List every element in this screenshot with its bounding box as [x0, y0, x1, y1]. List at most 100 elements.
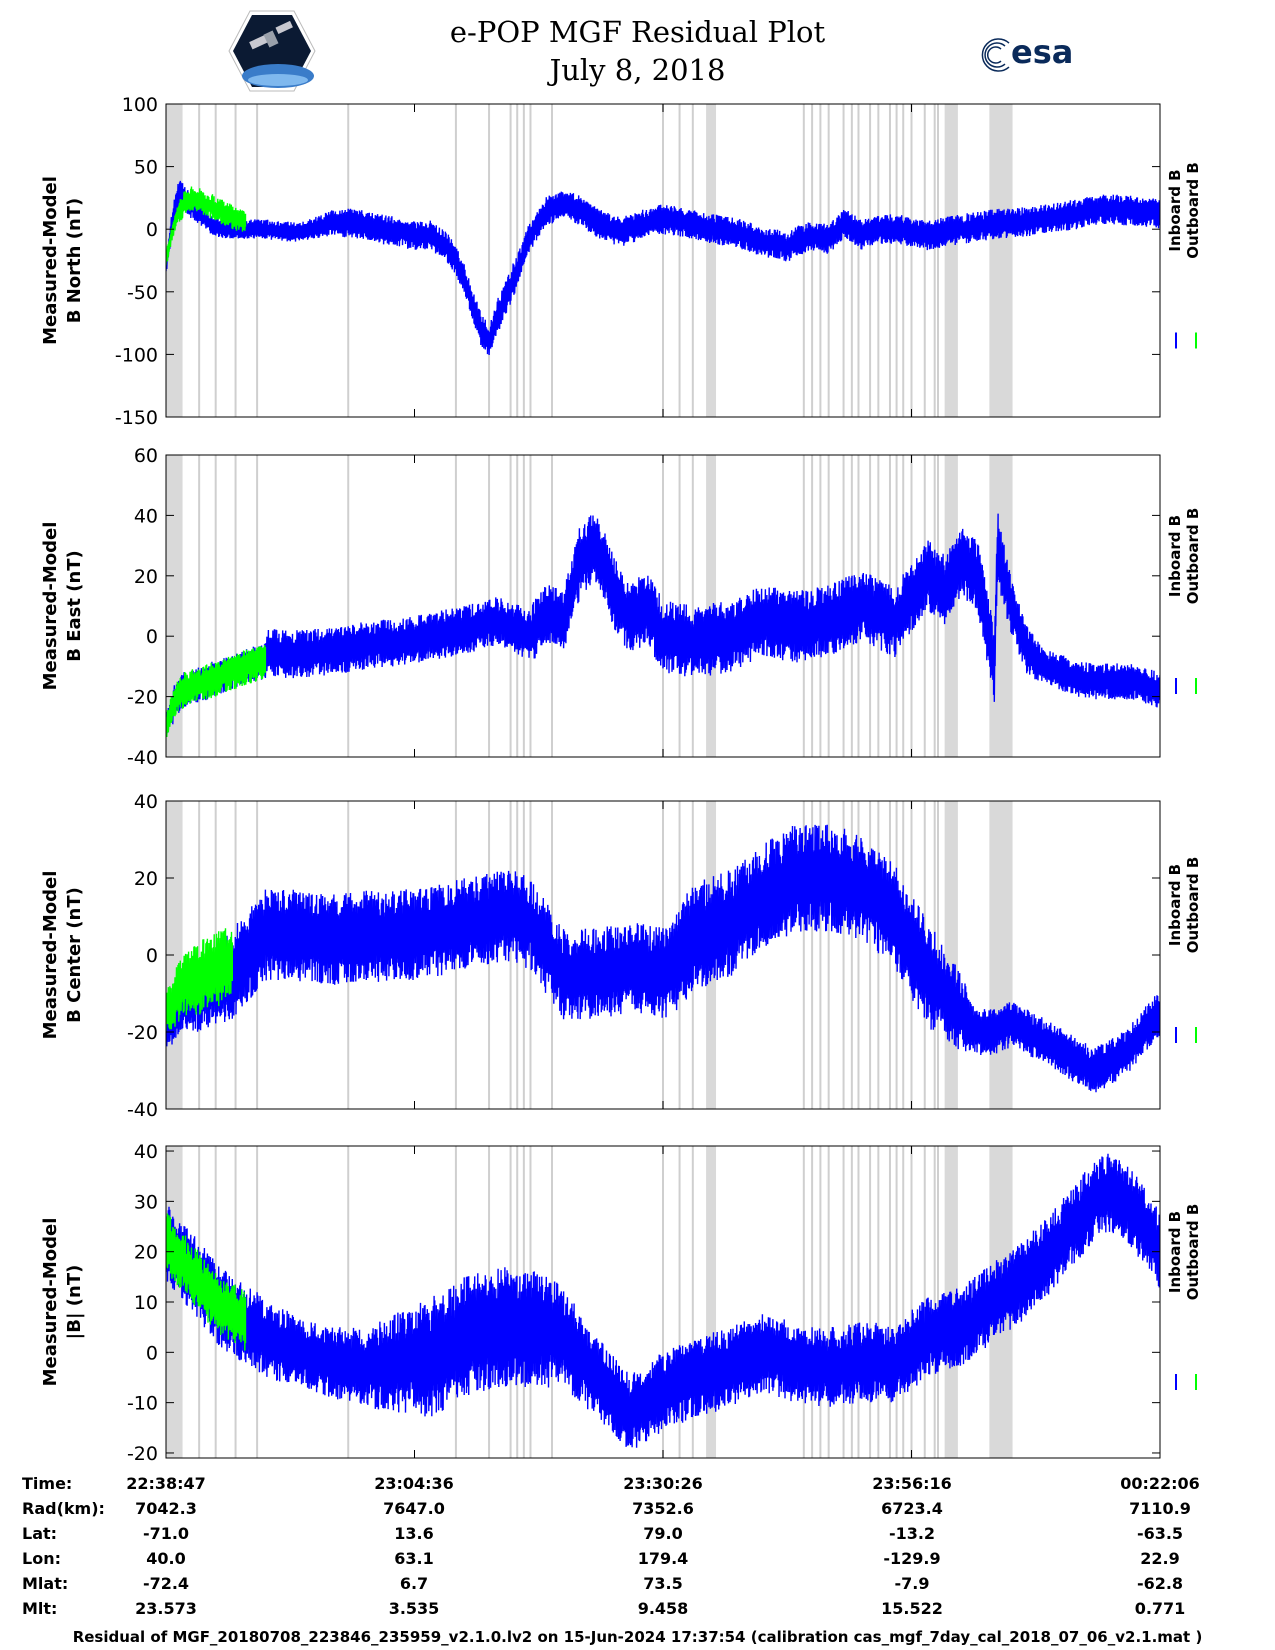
series-inboard-trace	[166, 180, 1160, 356]
data-gap-shade	[944, 801, 958, 1109]
table-cell: -129.9	[883, 1549, 941, 1568]
panel-2: -40 -20 0 20 40 60 Measured-Model B East (nT) In…	[40, 445, 1202, 769]
table-cell: 23:56:16	[872, 1474, 952, 1493]
y-tick-label: -20	[127, 1443, 158, 1465]
data-gap-shade	[706, 455, 717, 757]
data-gap-shade	[989, 801, 1013, 1109]
table-cell: 63.1	[394, 1549, 434, 1568]
legend: Inboard BOutboard B	[1166, 162, 1202, 259]
series-outboard-trace	[166, 928, 233, 1031]
esa-logo: esa	[975, 33, 1073, 79]
y-tick-label: 0	[146, 1342, 158, 1364]
y-axis-label: Measured-Model B North (nT)	[40, 176, 85, 345]
y-tick-label: -10	[127, 1393, 158, 1415]
data-gap-shade	[706, 1146, 717, 1458]
y-tick-label: 20	[134, 1242, 158, 1264]
y-axis-label: Measured-Model B East (nT)	[40, 522, 85, 691]
y-tick-label: -20	[127, 1022, 158, 1044]
table-cell: -7.9	[894, 1574, 930, 1593]
table-row-label: Mlt:	[22, 1599, 58, 1618]
table-cell: 15.522	[881, 1599, 943, 1618]
series-outboard-trace	[166, 1213, 247, 1351]
y-tick-label: 100	[122, 94, 158, 116]
y-tick-label: 20	[134, 868, 158, 890]
legend: Inboard BOutboard B	[1166, 857, 1202, 954]
data-gap-shade	[166, 104, 183, 417]
y-tick-label: 0	[146, 219, 158, 241]
table-cell: 73.5	[643, 1574, 683, 1593]
table-cell: 0.771	[1134, 1599, 1186, 1618]
y-axis-label: Measured-Model |B| (nT)	[40, 1218, 85, 1387]
y-tick-label: -20	[127, 687, 158, 709]
footer-caption: Residual of MGF_20180708_223846_235959_v…	[72, 1628, 1203, 1646]
table-row-label: Lon:	[22, 1549, 61, 1568]
y-tick-label: 50	[134, 157, 158, 179]
table-cell: 7042.3	[135, 1499, 197, 1518]
panel-4: -20 -10 0 10 20 30 40 Measured-Model |B| (nT) Inb…	[40, 1141, 1202, 1465]
series-outboard-trace	[166, 644, 267, 738]
y-tick-label: -50	[127, 282, 158, 304]
legend-entry-inboard: Inboard B	[1166, 864, 1184, 946]
y-tick-label: 40	[134, 505, 158, 527]
table-row-label: Mlat:	[22, 1574, 69, 1593]
legend-entry-inboard: Inboard B	[1166, 515, 1184, 597]
plot-date: July 8, 2018	[549, 53, 726, 87]
table-cell: 13.6	[394, 1524, 434, 1543]
table-cell: 22.9	[1140, 1549, 1180, 1568]
series-inboard-trace	[166, 1153, 1160, 1448]
data-gap-shade	[706, 104, 717, 417]
legend-entry-outboard: Outboard B	[1184, 508, 1202, 605]
esa-logo-text: esa	[1011, 33, 1074, 71]
series-inboard-trace	[166, 824, 1160, 1093]
table-cell: 7110.9	[1129, 1499, 1191, 1518]
y-tick-label: 40	[134, 791, 158, 813]
table-row-label: Rad(km):	[22, 1499, 105, 1518]
y-tick-label: 20	[134, 566, 158, 588]
panel-1: -150 -100 -50 0 50 100 Measured-Model B North (…	[40, 94, 1202, 429]
y-tick-label: 10	[134, 1292, 158, 1314]
table-row-label: Time:	[22, 1474, 73, 1493]
table-cell: -72.4	[142, 1574, 190, 1593]
cassiope-logo	[228, 10, 316, 96]
table-cell: 6723.4	[881, 1499, 943, 1518]
y-tick-label: -40	[127, 747, 158, 769]
y-tick-label: -150	[115, 407, 158, 429]
y-tick-label: 0	[146, 945, 158, 967]
table-cell: 7352.6	[632, 1499, 694, 1518]
legend: Inboard BOutboard B	[1166, 1204, 1202, 1301]
legend-entry-outboard: Outboard B	[1184, 857, 1202, 954]
series-inboard-trace	[166, 513, 1160, 736]
table-cell: -62.8	[1136, 1574, 1184, 1593]
table-cell: -13.2	[888, 1524, 936, 1543]
data-gap-shade	[944, 104, 958, 417]
panel-3: -40 -20 0 20 40 Measured-Model B Center (nT) In…	[40, 791, 1202, 1121]
legend-entry-outboard: Outboard B	[1184, 1204, 1202, 1301]
table-cell: 179.4	[637, 1549, 689, 1568]
table-cell: 22:38:47	[126, 1474, 206, 1493]
y-tick-label: 40	[134, 1141, 158, 1163]
y-tick-label: -40	[127, 1099, 158, 1121]
table-cell: 23:30:26	[623, 1474, 703, 1493]
y-tick-label: 30	[134, 1191, 158, 1213]
table-cell: -71.0	[142, 1524, 190, 1543]
table-cell: 23.573	[135, 1599, 197, 1618]
table-cell: 3.535	[388, 1599, 440, 1618]
series-outboard-trace	[166, 186, 247, 266]
data-gap-shade	[989, 104, 1013, 417]
table-cell: -63.5	[1136, 1524, 1184, 1543]
legend: Inboard BOutboard B	[1166, 508, 1202, 605]
table-row-label: Lat:	[22, 1524, 58, 1543]
y-tick-label: 0	[146, 626, 158, 648]
table-cell: 00:22:06	[1120, 1474, 1200, 1493]
y-tick-label: 60	[134, 445, 158, 467]
legend-entry-outboard: Outboard B	[1184, 162, 1202, 259]
plot-title: e-POP MGF Residual Plot	[449, 15, 826, 49]
table-cell: 40.0	[146, 1549, 186, 1568]
table-cell: 79.0	[643, 1524, 683, 1543]
y-axis-label: Measured-Model B Center (nT)	[40, 871, 85, 1040]
table-cell: 7647.0	[383, 1499, 445, 1518]
legend-entry-inboard: Inboard B	[1166, 1211, 1184, 1293]
table-cell: 9.458	[637, 1599, 689, 1618]
table-cell: 23:04:36	[374, 1474, 454, 1493]
